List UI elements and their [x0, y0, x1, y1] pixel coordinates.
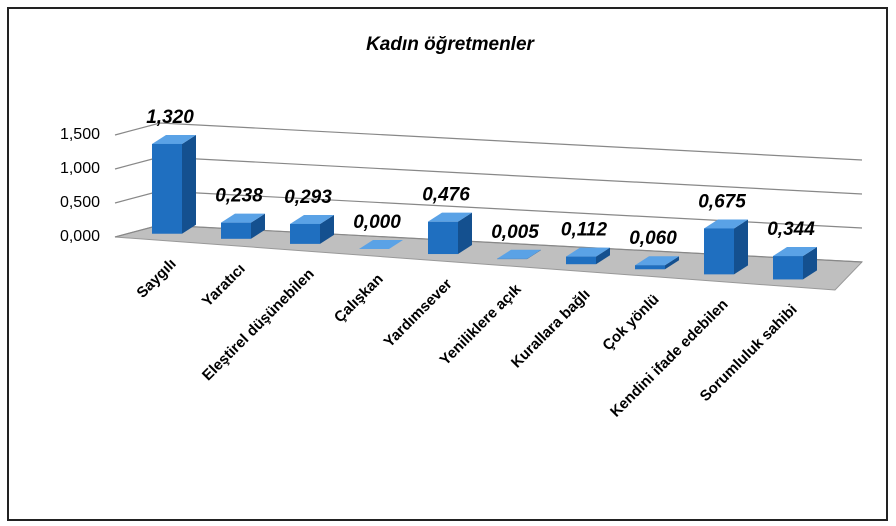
bar — [359, 239, 403, 249]
bar — [773, 247, 817, 280]
bar-top — [497, 249, 541, 259]
bar-top — [704, 219, 748, 229]
bar-side — [251, 213, 265, 239]
bar-top — [290, 214, 334, 224]
value-label: 0,293 — [284, 187, 332, 208]
value-label: 1,320 — [146, 107, 194, 128]
bar-top — [152, 134, 196, 144]
bar — [635, 256, 679, 270]
bar-side — [665, 256, 679, 270]
bar — [566, 247, 610, 265]
bar-top — [221, 213, 265, 223]
bar — [704, 219, 748, 275]
value-label: 0,005 — [491, 222, 539, 243]
bar-top — [773, 247, 817, 257]
value-label: 0,000 — [353, 212, 401, 233]
bar-front — [152, 143, 182, 234]
y-tick-label: 0,500 — [60, 194, 100, 211]
bar-front — [566, 256, 596, 265]
bar — [152, 134, 196, 234]
bar-front — [704, 228, 734, 275]
bar-side — [527, 249, 541, 260]
bar — [221, 213, 265, 239]
value-label: 0,112 — [561, 220, 608, 241]
bar-side — [458, 212, 472, 255]
bar — [428, 212, 472, 255]
bar-side — [734, 219, 748, 275]
bar — [290, 214, 334, 244]
value-label: 0,675 — [698, 191, 746, 212]
y-tick-label: 1,000 — [60, 160, 100, 177]
bar-front — [428, 221, 458, 255]
bar-side — [803, 247, 817, 280]
bar-top — [566, 247, 610, 257]
bar-front — [290, 223, 320, 244]
y-tick-label: 1,500 — [60, 126, 100, 143]
value-label: 0,476 — [422, 185, 470, 206]
value-label: 0,238 — [215, 186, 263, 207]
bar — [497, 249, 541, 260]
y-tick-label: 0,000 — [60, 228, 100, 245]
value-label: 0,060 — [629, 228, 677, 249]
bar-side — [320, 214, 334, 244]
bar-top — [359, 239, 403, 249]
value-label: 0,344 — [767, 219, 815, 240]
bar-front — [773, 256, 803, 280]
bar-side — [182, 134, 196, 234]
bar-front — [221, 222, 251, 239]
bar-top — [428, 212, 472, 222]
bar-front — [635, 265, 665, 270]
bar-side — [596, 247, 610, 265]
grid-line — [114, 122, 863, 161]
chart-title: Kadın öğretmenler — [366, 34, 535, 55]
bar-top — [635, 256, 679, 266]
